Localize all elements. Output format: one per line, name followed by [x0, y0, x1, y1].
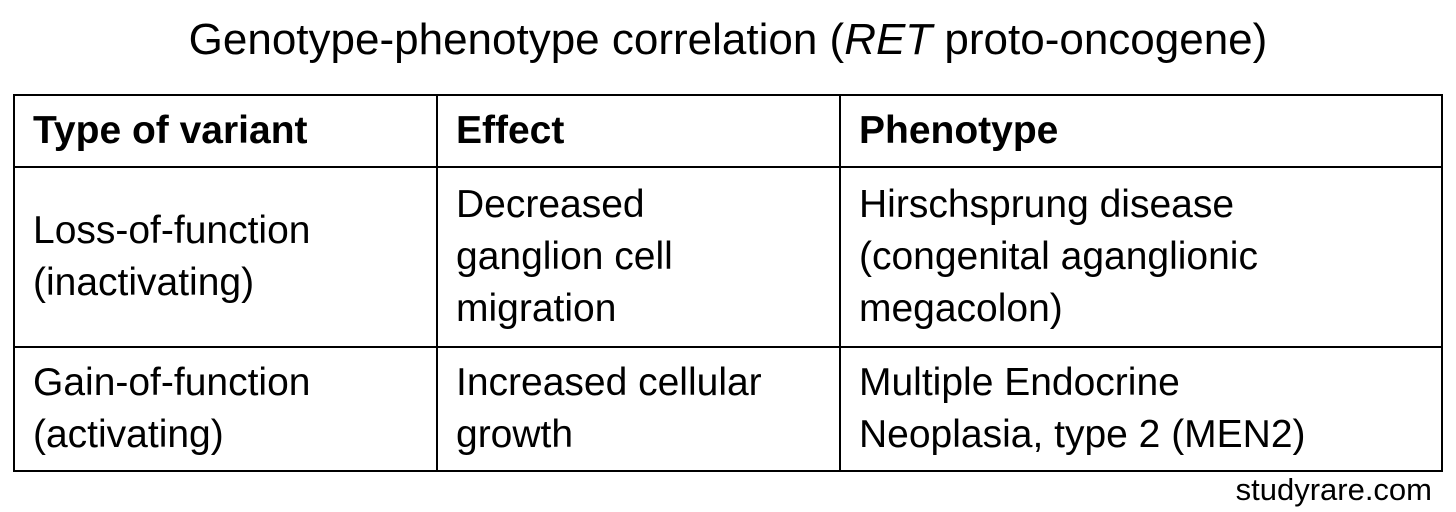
- source-watermark: studyrare.com: [1235, 472, 1432, 507]
- table-header-row: Type of variant Effect Phenotype: [13, 94, 1443, 168]
- cell-effect: Decreased ganglion cell migration: [436, 166, 841, 348]
- cell-line: Multiple Endocrine: [859, 361, 1180, 404]
- cell-line: Hirschsprung disease: [859, 183, 1235, 226]
- cell-phenotype: Hirschsprung disease (congenital agangli…: [839, 166, 1443, 348]
- cell-line: (congenital aganglionic: [859, 235, 1258, 278]
- cell-line: (inactivating): [33, 261, 255, 304]
- header-phenotype: Phenotype: [839, 94, 1443, 168]
- cell-line: Loss-of-function: [33, 209, 311, 252]
- cell-effect: Increased cellular growth: [436, 346, 841, 472]
- cell-line: ganglion cell: [456, 235, 673, 278]
- cell-line: Decreased: [456, 183, 645, 226]
- correlation-table: Type of variant Effect Phenotype Loss-of…: [13, 94, 1443, 472]
- table-row: Gain-of-function (activating) Increased …: [13, 346, 1443, 472]
- title-gene-name: RET: [844, 15, 933, 64]
- table-row: Loss-of-function (inactivating) Decrease…: [13, 166, 1443, 348]
- header-type-of-variant: Type of variant: [13, 94, 438, 168]
- page-title: Genotype-phenotype correlation (RET prot…: [0, 10, 1456, 70]
- cell-line: migration: [456, 287, 617, 330]
- header-effect: Effect: [436, 94, 841, 168]
- title-suffix: proto-oncogene): [932, 15, 1268, 64]
- cell-line: Gain-of-function: [33, 361, 311, 404]
- cell-variant-type: Loss-of-function (inactivating): [13, 166, 438, 348]
- cell-line: megacolon): [859, 287, 1063, 330]
- title-prefix: Genotype-phenotype correlation (: [188, 15, 845, 64]
- cell-line: growth: [456, 413, 574, 456]
- cell-phenotype: Multiple Endocrine Neoplasia, type 2 (ME…: [839, 346, 1443, 472]
- cell-variant-type: Gain-of-function (activating): [13, 346, 438, 472]
- cell-line: Increased cellular: [456, 361, 762, 404]
- cell-line: Neoplasia, type 2 (MEN2): [859, 413, 1306, 456]
- cell-line: (activating): [33, 413, 224, 456]
